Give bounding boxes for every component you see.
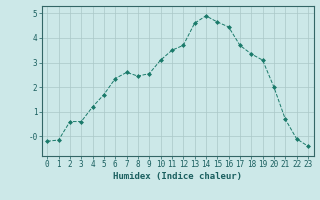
X-axis label: Humidex (Indice chaleur): Humidex (Indice chaleur) [113,172,242,181]
